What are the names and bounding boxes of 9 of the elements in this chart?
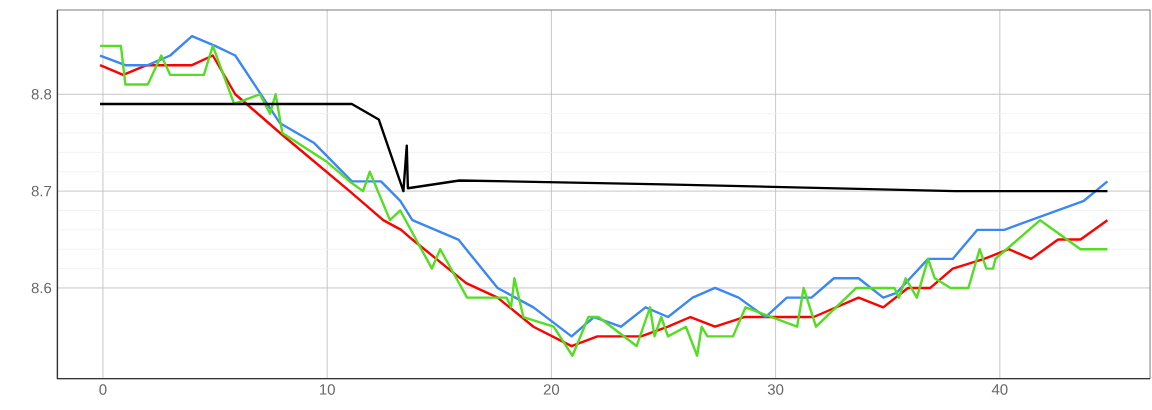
x-tick-label: 40 <box>991 384 1008 395</box>
x-tick-label: 20 <box>543 384 560 395</box>
y-tick-label: 8.8 <box>31 88 52 100</box>
y-tick-label: 8.6 <box>31 282 52 294</box>
x-tick-label: 0 <box>99 384 107 395</box>
x-tick-label: 30 <box>767 384 784 395</box>
x-tick-label: 10 <box>320 384 335 395</box>
y-tick-label: 8.7 <box>31 185 52 197</box>
line-series <box>98 102 1109 193</box>
